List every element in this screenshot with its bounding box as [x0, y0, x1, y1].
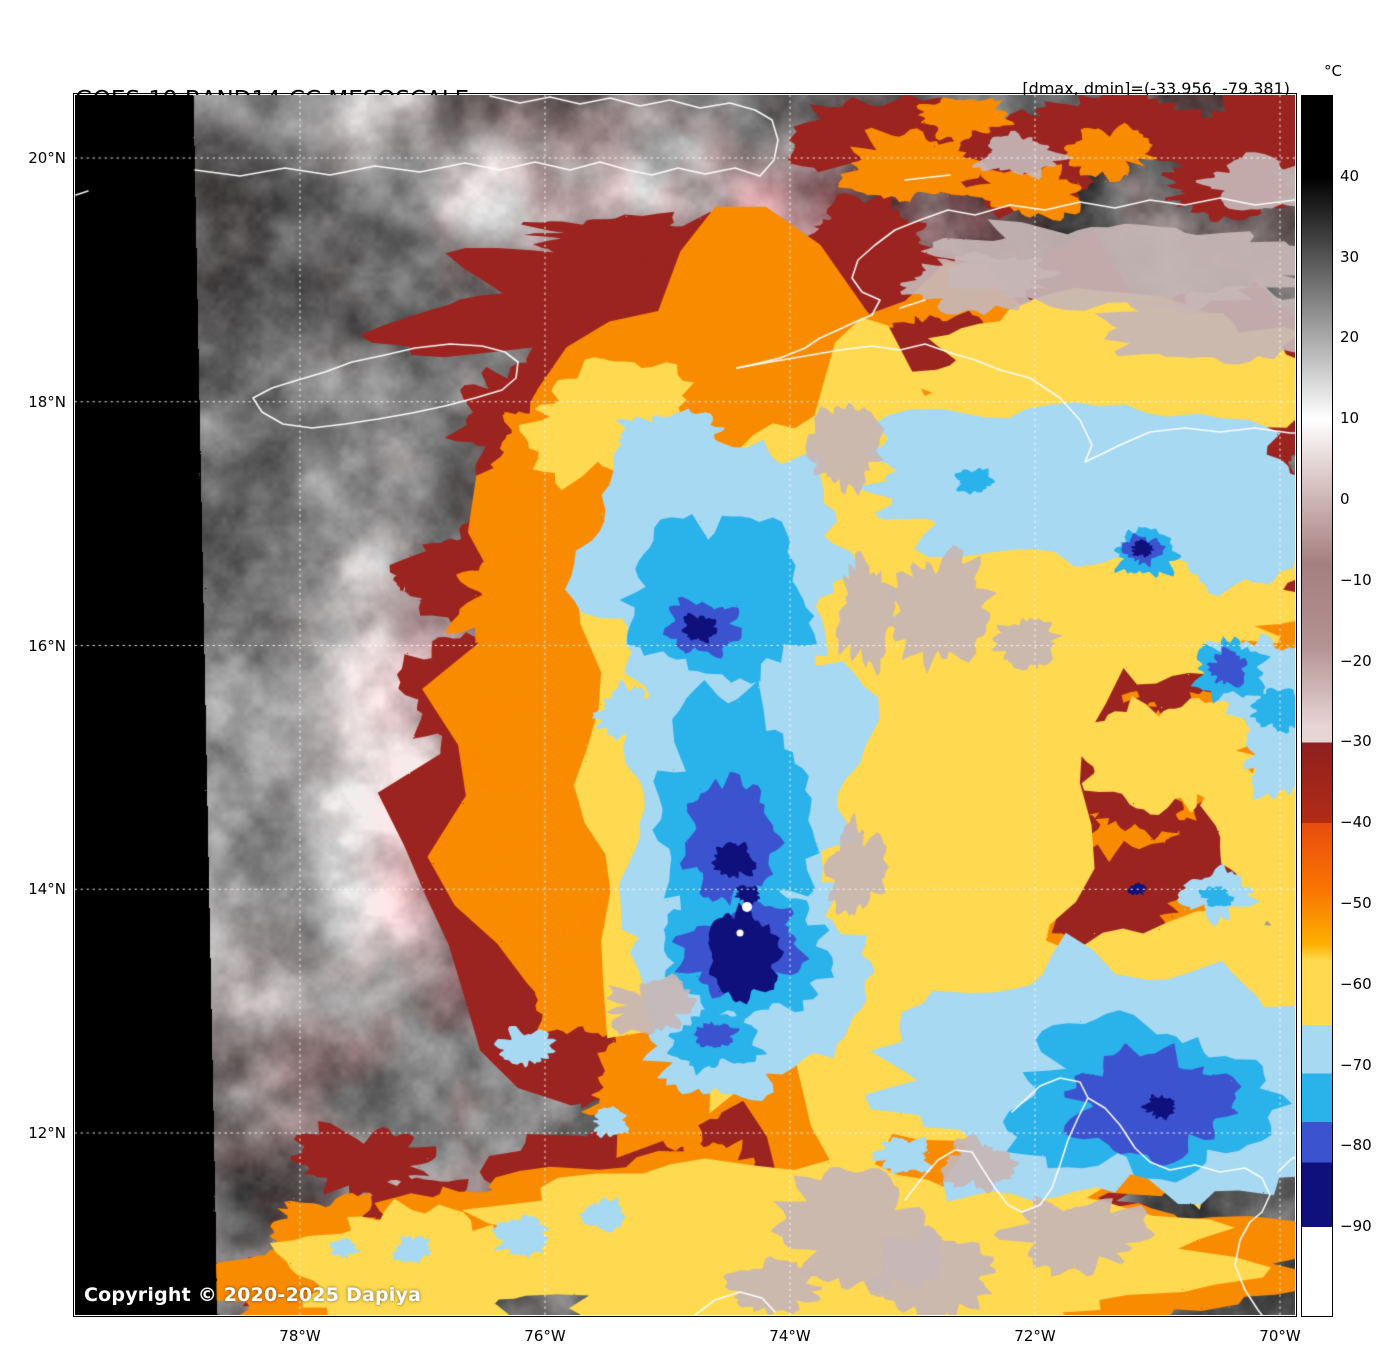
colorbar-gradient — [1301, 95, 1333, 1317]
colorbar-tick-label: 10 — [1340, 409, 1360, 428]
colorbar-tick-label: −70 — [1340, 1055, 1372, 1074]
lon-tick-label: 76°W — [524, 1327, 566, 1345]
colorbar-tick-label: −60 — [1340, 974, 1372, 993]
lat-tick-label: 20°N — [28, 149, 66, 167]
lon-tick-label: 74°W — [769, 1327, 811, 1345]
colorbar-tick-label: −50 — [1340, 893, 1372, 912]
lat-tick-label: 14°N — [28, 880, 66, 898]
lon-tick-label: 78°W — [279, 1327, 321, 1345]
colorbar-tick-label: −80 — [1340, 1136, 1372, 1155]
colorbar-tick-label: −30 — [1340, 732, 1372, 751]
colorbar-unit-label: °C — [1324, 62, 1342, 80]
colorbar-tick-label: 20 — [1340, 328, 1360, 347]
colorbar-tick-label: −20 — [1340, 651, 1372, 670]
satellite-image-canvas — [75, 95, 1295, 1315]
colorbar-tick-label: −40 — [1340, 813, 1372, 832]
colorbar-tick-label: 30 — [1340, 247, 1360, 266]
colorbar-tick-label: −90 — [1340, 1217, 1372, 1235]
colorbar-tick-label: 40 — [1340, 166, 1360, 185]
colorbar-tick-label: −10 — [1340, 570, 1372, 589]
lat-tick-label: 12°N — [28, 1124, 66, 1142]
copyright-watermark: Copyright © 2020-2025 Dapiya — [84, 1284, 422, 1306]
lon-tick-label: 72°W — [1014, 1327, 1056, 1345]
colorbar-tick-label: 0 — [1340, 490, 1350, 508]
lat-tick-label: 16°N — [28, 637, 66, 655]
map-frame: Copyright © 2020-2025 Dapiya — [75, 95, 1295, 1315]
lat-tick-label: 18°N — [28, 393, 66, 411]
lon-tick-label: 70°W — [1259, 1327, 1301, 1345]
